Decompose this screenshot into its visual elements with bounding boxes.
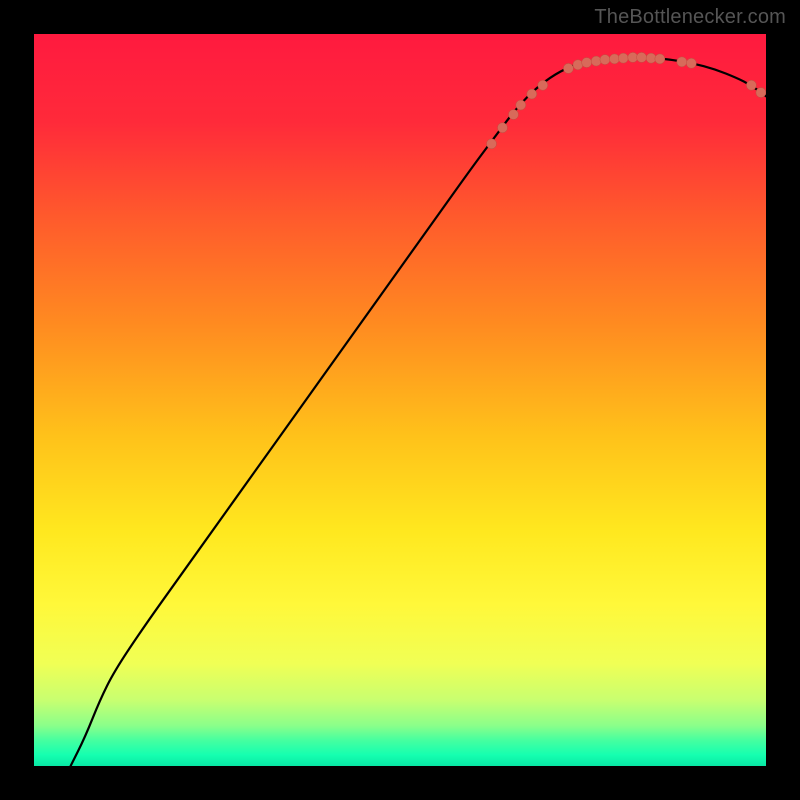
plot-area (34, 34, 766, 766)
data-marker (516, 100, 526, 110)
data-marker (746, 80, 756, 90)
data-marker (686, 58, 696, 68)
bottleneck-curve (71, 57, 766, 766)
data-marker (573, 60, 583, 70)
data-marker (538, 80, 548, 90)
data-marker (582, 58, 592, 68)
data-marker (646, 53, 656, 63)
data-marker (655, 54, 665, 64)
data-marker (497, 123, 507, 133)
data-marker (508, 110, 518, 120)
data-marker (628, 52, 638, 62)
plot-svg (34, 34, 766, 766)
data-marker (591, 56, 601, 66)
data-marker (563, 63, 573, 73)
data-marker (618, 53, 628, 63)
data-marker (600, 55, 610, 65)
data-marker (637, 52, 647, 62)
data-marker (487, 139, 497, 149)
data-marker (756, 88, 766, 98)
data-marker (609, 54, 619, 64)
data-marker (527, 89, 537, 99)
watermark-text: TheBottlenecker.com (594, 6, 786, 29)
marker-group (487, 52, 766, 148)
data-marker (677, 57, 687, 67)
